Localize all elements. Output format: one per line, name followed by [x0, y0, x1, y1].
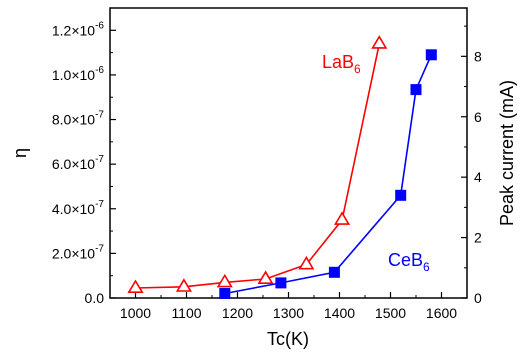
y-right-axis-title: Peak current (mA)	[497, 80, 517, 226]
series-label-ceb6: CeB6	[388, 250, 430, 274]
data-point-triangle	[127, 279, 144, 294]
y-right-tick-label: 0	[474, 290, 482, 306]
x-axis-ticks: 1000 1100 1200 1300 1400 1500 1600	[120, 292, 457, 321]
y-right-tick-label: 6	[474, 109, 482, 125]
x-tick-label: 1300	[273, 305, 304, 321]
data-point-square	[395, 189, 407, 201]
series-layer	[127, 35, 437, 299]
y-left-tick-label: 8.0×10-7	[52, 110, 105, 128]
y-left-tick-label: 1.0×10-6	[52, 65, 105, 83]
data-point-triangle	[298, 255, 315, 270]
data-point-triangle	[216, 273, 233, 288]
x-tick-label: 1600	[426, 305, 457, 321]
data-point-square	[328, 266, 340, 278]
series-line	[135, 43, 381, 289]
series-label-lab6: LaB6	[322, 52, 361, 76]
data-point-square	[219, 288, 231, 299]
x-tick-label: 1000	[120, 305, 151, 321]
data-point-triangle	[371, 35, 388, 49]
data-point-square	[275, 277, 287, 289]
x-tick-label: 1100	[171, 305, 201, 321]
x-tick-label: 1400	[324, 305, 355, 321]
series-line	[224, 54, 433, 295]
y-left-axis-title: η	[10, 148, 30, 158]
data-point-square	[410, 84, 422, 96]
y-right-tick-label: 8	[474, 48, 482, 64]
x-tick-label: 1500	[375, 305, 406, 321]
y-right-axis-ticks: 0 2 4 6 8	[461, 25, 482, 306]
y-left-tick-label: 0.0	[85, 290, 105, 306]
y-left-tick-label: 2.0×10-7	[52, 243, 105, 261]
data-point-triangle	[257, 270, 274, 285]
y-left-tick-label: 6.0×10-7	[52, 154, 105, 172]
y-right-tick-label: 4	[474, 169, 482, 185]
data-point-square	[425, 49, 437, 61]
y-left-tick-label: 4.0×10-7	[52, 199, 105, 217]
y-left-tick-label: 1.2×10-6	[52, 20, 105, 38]
x-tick-label: 1200	[222, 305, 253, 321]
data-point-triangle	[175, 278, 193, 292]
x-axis-title: Tc(K)	[267, 329, 309, 349]
y-right-tick-label: 2	[474, 230, 482, 246]
data-point-triangle	[333, 211, 351, 225]
y-left-axis-ticks: 0.0 2.0×10-7 4.0×10-7 6.0×10-7 8.0×10-7 1.0×1…	[52, 7, 116, 306]
